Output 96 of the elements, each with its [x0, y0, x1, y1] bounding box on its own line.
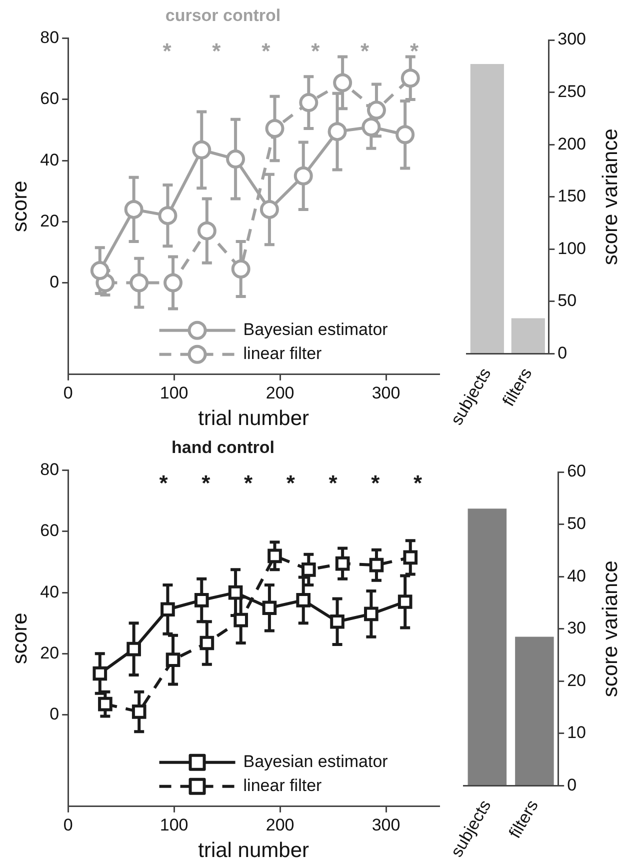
y-tick-label: 150 — [558, 186, 586, 206]
x-tick-label: 100 — [160, 815, 188, 834]
point — [192, 140, 212, 160]
y-tick-label: 0 — [558, 343, 568, 362]
point — [90, 261, 110, 280]
y-tick-label: 20 — [40, 211, 60, 230]
point — [126, 642, 141, 656]
x-axis-title: trial number — [198, 839, 309, 862]
point — [403, 550, 418, 565]
annotation: * — [159, 470, 168, 496]
point — [92, 666, 108, 681]
point — [130, 273, 149, 292]
chart-title: cursor control — [165, 6, 281, 25]
point — [330, 614, 344, 629]
y-tick-label: 40 — [40, 150, 60, 170]
legend-label: linear filter — [243, 344, 322, 364]
point — [231, 260, 250, 279]
chart-title: hand control — [172, 438, 274, 457]
y-tick-label: 30 — [567, 618, 586, 638]
y-tick-label: 60 — [567, 462, 586, 481]
point — [265, 119, 284, 138]
point — [396, 125, 415, 144]
y-tick-label: 60 — [40, 521, 60, 540]
annotation: * — [244, 470, 253, 496]
x-tick-label: 0 — [63, 815, 73, 834]
annotation: * — [410, 38, 419, 64]
x-tick-label: 200 — [266, 815, 294, 834]
y-tick-label: 40 — [567, 566, 586, 586]
annotation: * — [286, 470, 296, 496]
annotation: * — [414, 470, 423, 496]
point — [268, 548, 282, 564]
y-axis-title: score — [8, 612, 32, 664]
x-tick-label: 200 — [266, 383, 294, 402]
y-tick-label: 50 — [567, 514, 586, 533]
y-tick-label: 0 — [50, 704, 60, 724]
y-tick-label: 0 — [567, 775, 577, 794]
point — [197, 221, 216, 240]
legend-label: Bayesian estimator — [243, 320, 388, 340]
point — [369, 558, 384, 572]
annotation: * — [212, 38, 222, 64]
y-axis-title: score — [8, 180, 32, 232]
point — [302, 562, 316, 577]
y-tick-label: 80 — [40, 460, 60, 480]
annotation: * — [328, 470, 338, 496]
y-axis-title: score variance — [598, 560, 622, 698]
point — [400, 68, 420, 88]
y-tick-label: 40 — [40, 582, 60, 602]
y-tick-label: 250 — [558, 82, 586, 101]
annotation: * — [162, 38, 172, 64]
point — [294, 166, 313, 186]
annotation: * — [311, 38, 320, 64]
y-tick-label: 20 — [567, 670, 586, 690]
point — [260, 200, 279, 219]
legend-label: linear filter — [243, 776, 322, 796]
y-tick-label: 20 — [40, 643, 60, 662]
point — [362, 117, 381, 136]
y-tick-label: 0 — [50, 272, 60, 292]
point — [132, 704, 146, 719]
point — [333, 73, 352, 92]
x-tick-label: 0 — [63, 383, 73, 402]
point — [158, 206, 178, 226]
point — [398, 594, 412, 609]
point — [328, 122, 347, 142]
x-tick-label: 100 — [160, 383, 188, 402]
point — [164, 273, 183, 292]
point — [228, 585, 243, 600]
point — [234, 612, 248, 628]
point — [194, 593, 209, 608]
annotation: * — [371, 470, 380, 496]
annotation: * — [202, 470, 211, 496]
y-tick-label: 200 — [558, 134, 586, 154]
y-tick-label: 300 — [558, 30, 586, 49]
point — [296, 593, 311, 608]
y-axis-title: score variance — [598, 128, 622, 266]
point — [226, 150, 246, 169]
annotation: * — [360, 38, 370, 64]
point — [335, 556, 350, 571]
point — [299, 93, 318, 112]
x-axis-title: trial number — [198, 407, 309, 430]
y-tick-label: 50 — [558, 291, 577, 310]
y-tick-label: 10 — [567, 723, 586, 742]
y-tick-label: 100 — [558, 238, 586, 258]
point — [98, 696, 112, 712]
legend-label: Bayesian estimator — [243, 752, 388, 772]
point — [262, 600, 277, 616]
point — [166, 652, 180, 667]
x-tick-label: 300 — [372, 815, 400, 834]
y-tick-label: 80 — [40, 28, 60, 48]
point — [200, 636, 214, 650]
y-tick-label: 60 — [40, 89, 60, 108]
point — [124, 200, 144, 219]
point — [366, 100, 386, 120]
x-tick-label: 300 — [372, 383, 400, 402]
point — [364, 606, 378, 622]
point — [160, 602, 175, 617]
annotation: * — [262, 38, 271, 64]
